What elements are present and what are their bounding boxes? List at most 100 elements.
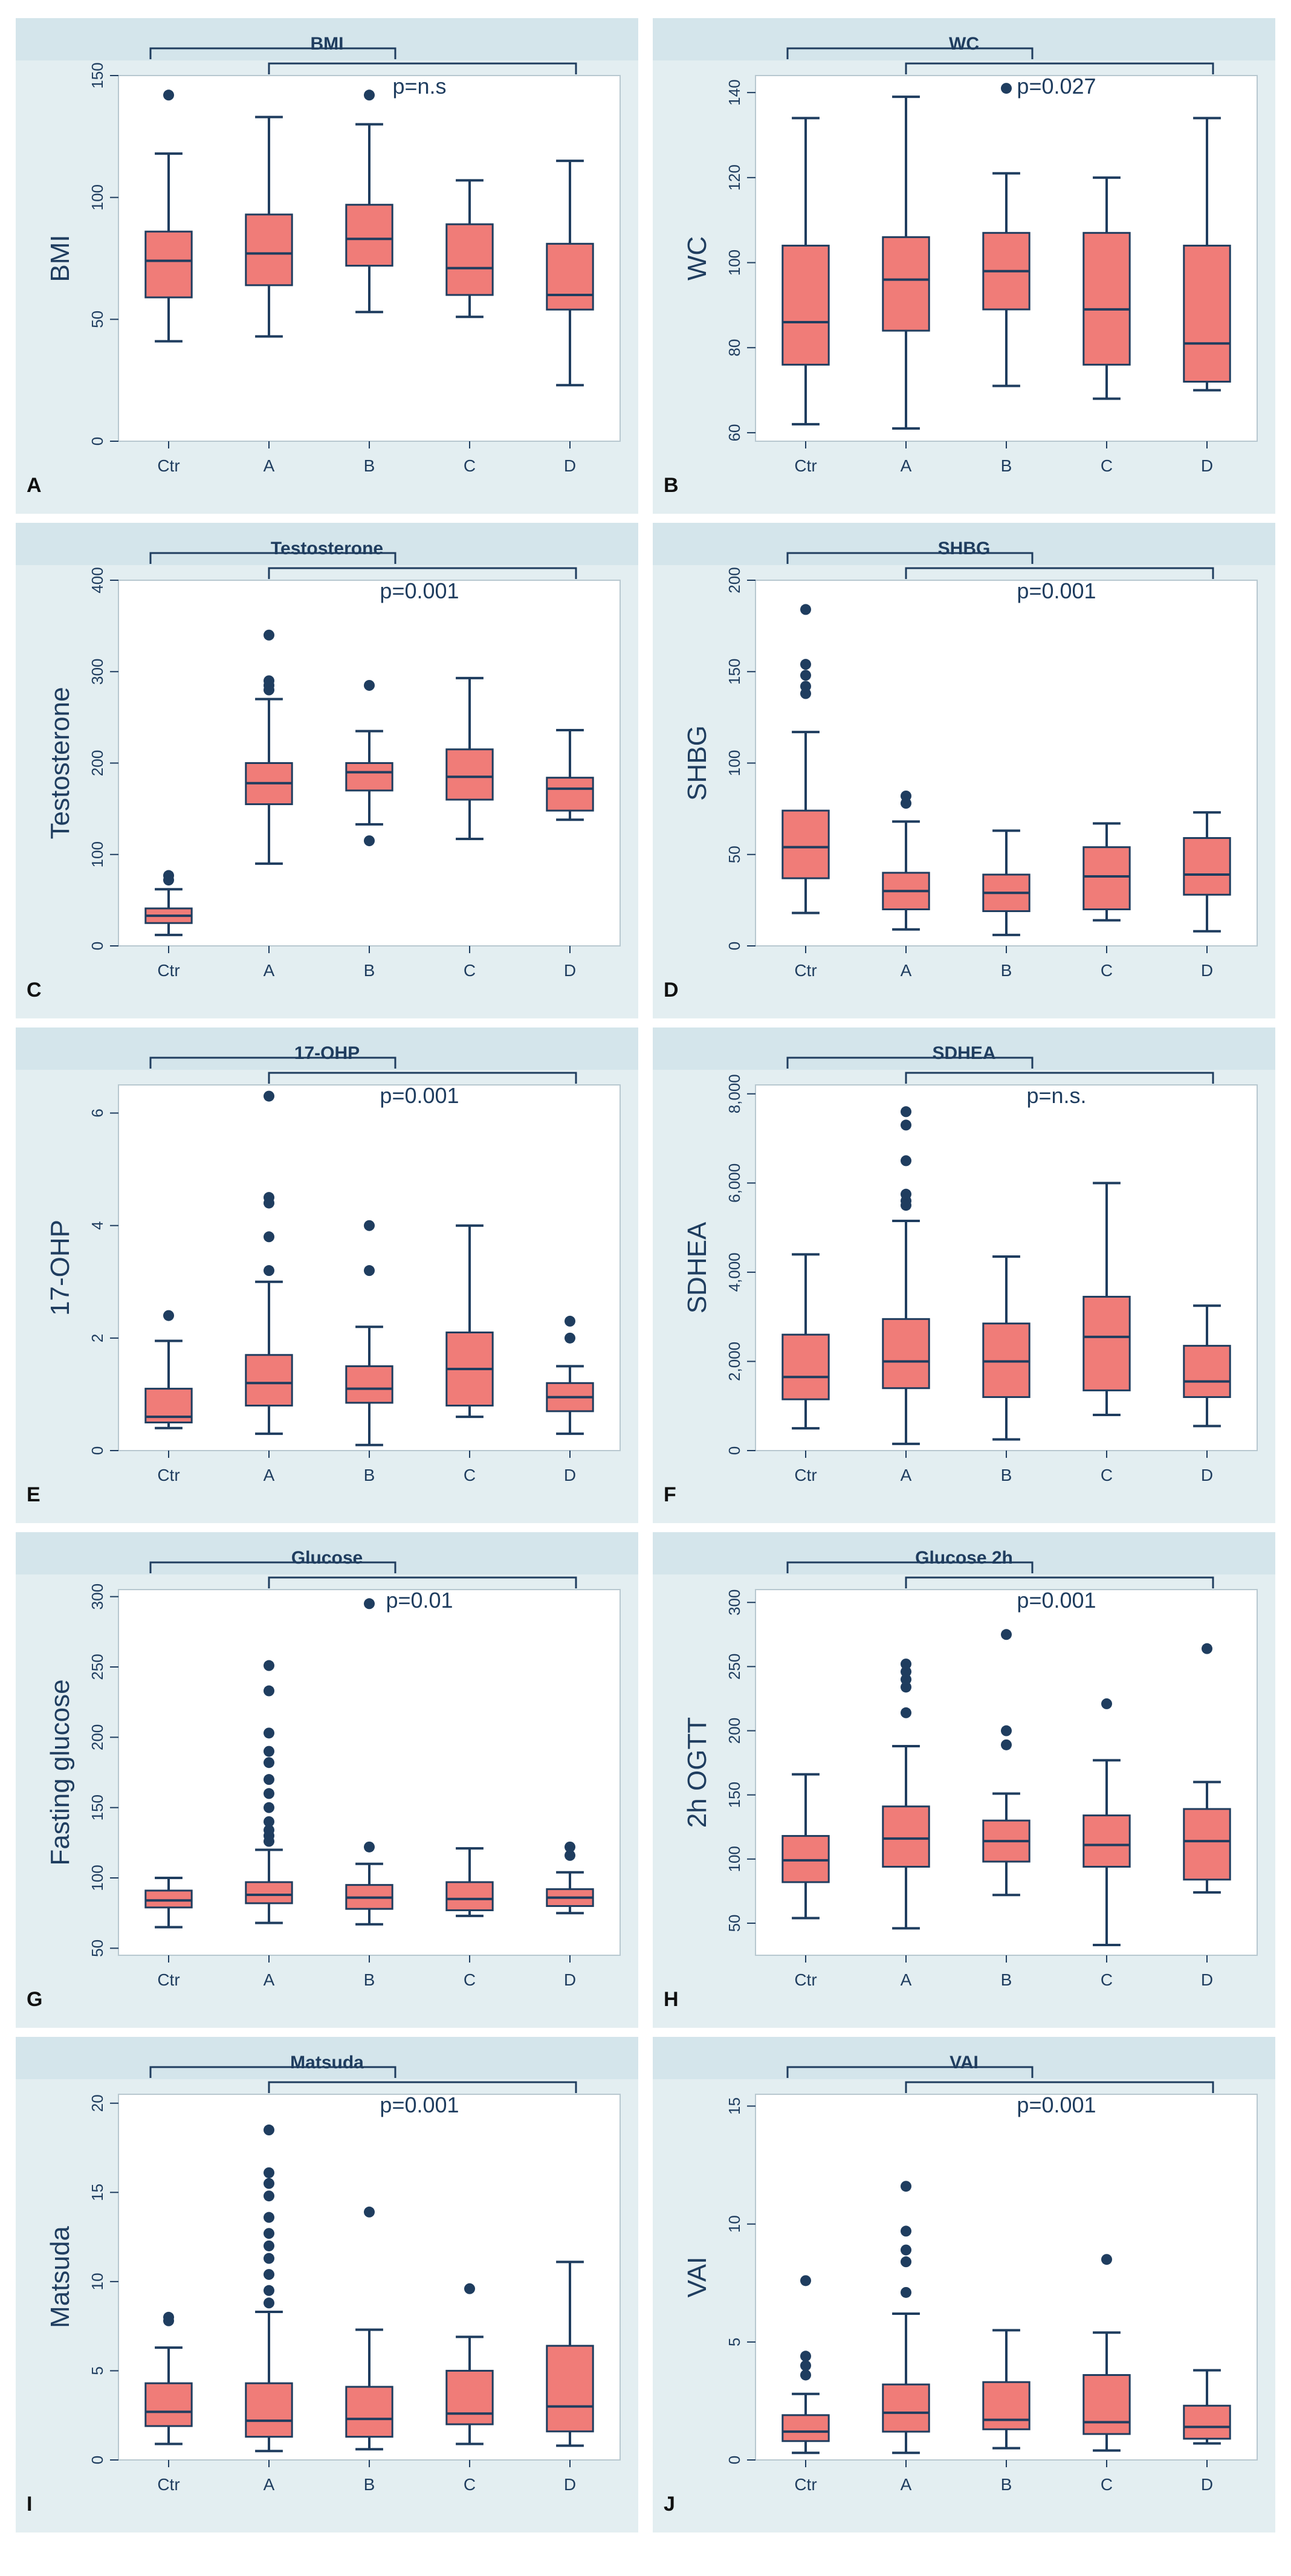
y-tick-label: 100 bbox=[725, 750, 743, 776]
box-a bbox=[882, 1659, 930, 1930]
y-tick-label: 6,000 bbox=[725, 1163, 743, 1203]
outlier-point bbox=[1101, 2254, 1112, 2265]
box-d bbox=[1183, 811, 1231, 933]
x-tick-label: A bbox=[901, 1466, 912, 1484]
outlier-point bbox=[901, 2286, 911, 2298]
iqr-box bbox=[245, 213, 293, 286]
outlier-point bbox=[163, 1310, 174, 1321]
x-tick-label: A bbox=[264, 2475, 275, 2494]
outlier-point bbox=[901, 2244, 911, 2256]
y-axis-label: SDHEA bbox=[682, 1222, 712, 1313]
x-tick-label: A bbox=[901, 2475, 912, 2494]
x-tick-label: B bbox=[1001, 1466, 1012, 1484]
box-b bbox=[345, 2206, 393, 2451]
y-tick-label: 150 bbox=[725, 1782, 743, 1808]
box-d bbox=[546, 1315, 594, 1435]
bracket-groups bbox=[268, 567, 577, 579]
box-ctr bbox=[144, 1877, 193, 1929]
bracket-control bbox=[149, 1057, 396, 1069]
y-tick-label: 10 bbox=[725, 2215, 743, 2233]
box-ctr bbox=[144, 2311, 193, 2445]
x-tick-label: D bbox=[1201, 2475, 1213, 2494]
x-tick-label: D bbox=[1201, 961, 1213, 980]
x-tick-label: C bbox=[464, 456, 476, 475]
y-tick-label: 5 bbox=[88, 2366, 106, 2375]
iqr-box bbox=[144, 2382, 193, 2427]
box-a bbox=[882, 95, 930, 430]
x-tick-label: D bbox=[564, 456, 576, 475]
outlier-point bbox=[364, 89, 375, 101]
x-tick-label: Ctr bbox=[157, 2475, 180, 2494]
box-c bbox=[445, 676, 494, 841]
bracket-control bbox=[786, 1561, 1034, 1573]
y-tick-label: 140 bbox=[725, 79, 743, 105]
panel-c: Testosterone 0 100 200 300 400 Testosterone Ctr… bbox=[16, 523, 638, 1018]
box-d bbox=[546, 2260, 594, 2447]
box-d bbox=[1183, 1304, 1231, 1428]
outlier-point bbox=[800, 604, 811, 615]
outlier-point bbox=[901, 2225, 911, 2237]
y-tick-label: 8,000 bbox=[725, 1074, 743, 1113]
p-value-annotation: p=0.001 bbox=[380, 578, 459, 603]
box-c bbox=[445, 1847, 494, 1917]
outlier-point bbox=[901, 1681, 911, 1693]
outlier-point bbox=[264, 2240, 274, 2251]
bracket-control bbox=[786, 552, 1034, 564]
box-d bbox=[1183, 117, 1231, 392]
y-tick-label: 80 bbox=[725, 339, 743, 357]
y-tick-label: 150 bbox=[88, 62, 106, 88]
x-tick-label: C bbox=[1101, 1970, 1113, 1989]
outlier-point bbox=[264, 1788, 274, 1799]
bracket-groups bbox=[268, 1576, 577, 1588]
iqr-box bbox=[445, 2369, 494, 2426]
title-band bbox=[16, 1532, 638, 1574]
x-tick-label: Ctr bbox=[794, 961, 817, 980]
outlier-point bbox=[163, 2311, 174, 2323]
box-b bbox=[345, 89, 393, 314]
chart-title: VAI bbox=[950, 2053, 979, 2073]
outlier-point bbox=[901, 1659, 911, 1670]
y-tick-label: 50 bbox=[88, 311, 106, 328]
title-band bbox=[16, 2037, 638, 2079]
outlier-point bbox=[264, 2167, 274, 2178]
bracket-groups bbox=[268, 62, 577, 74]
p-value-annotation: p=0.001 bbox=[1017, 2092, 1096, 2117]
x-tick-label: C bbox=[464, 1466, 476, 1484]
box-a bbox=[245, 2125, 293, 2453]
title-band bbox=[16, 18, 638, 60]
box-d bbox=[1183, 1643, 1231, 1894]
x-tick-label: A bbox=[901, 1970, 912, 1989]
outlier-point bbox=[565, 1841, 575, 1853]
x-tick-label: D bbox=[564, 1466, 576, 1484]
panel-letter: A bbox=[27, 474, 42, 497]
iqr-box bbox=[445, 748, 494, 801]
y-tick-label: 150 bbox=[88, 1794, 106, 1820]
y-axis-label: Matsuda bbox=[45, 2226, 75, 2328]
outlier-point bbox=[901, 1666, 911, 1677]
x-tick-label: B bbox=[364, 2475, 375, 2494]
y-tick-label: 0 bbox=[88, 942, 106, 950]
title-band bbox=[653, 2037, 1275, 2079]
bracket-groups bbox=[268, 1072, 577, 1084]
iqr-box bbox=[781, 2414, 830, 2442]
x-tick-label: D bbox=[1201, 1466, 1213, 1484]
p-value-annotation: p=n.s bbox=[392, 74, 446, 99]
outlier-point bbox=[264, 1090, 274, 1102]
x-tick-label: D bbox=[564, 1970, 576, 1989]
y-tick-label: 200 bbox=[725, 567, 743, 593]
y-tick-label: 100 bbox=[725, 1846, 743, 1872]
iqr-box bbox=[1183, 2404, 1231, 2440]
outlier-point bbox=[264, 1192, 274, 1203]
box-a bbox=[245, 115, 293, 338]
iqr-box bbox=[445, 223, 494, 296]
iqr-box bbox=[882, 1805, 930, 1868]
box-c bbox=[445, 2283, 494, 2445]
iqr-box bbox=[546, 242, 594, 311]
outlier-point bbox=[264, 1727, 274, 1739]
x-tick-label: A bbox=[901, 961, 912, 980]
x-tick-label: Ctr bbox=[157, 1970, 180, 1989]
p-value-annotation: p=0.001 bbox=[1017, 578, 1096, 603]
p-value-annotation: p=0.001 bbox=[1017, 1588, 1096, 1613]
y-tick-label: 0 bbox=[88, 1446, 106, 1455]
title-band bbox=[653, 523, 1275, 565]
